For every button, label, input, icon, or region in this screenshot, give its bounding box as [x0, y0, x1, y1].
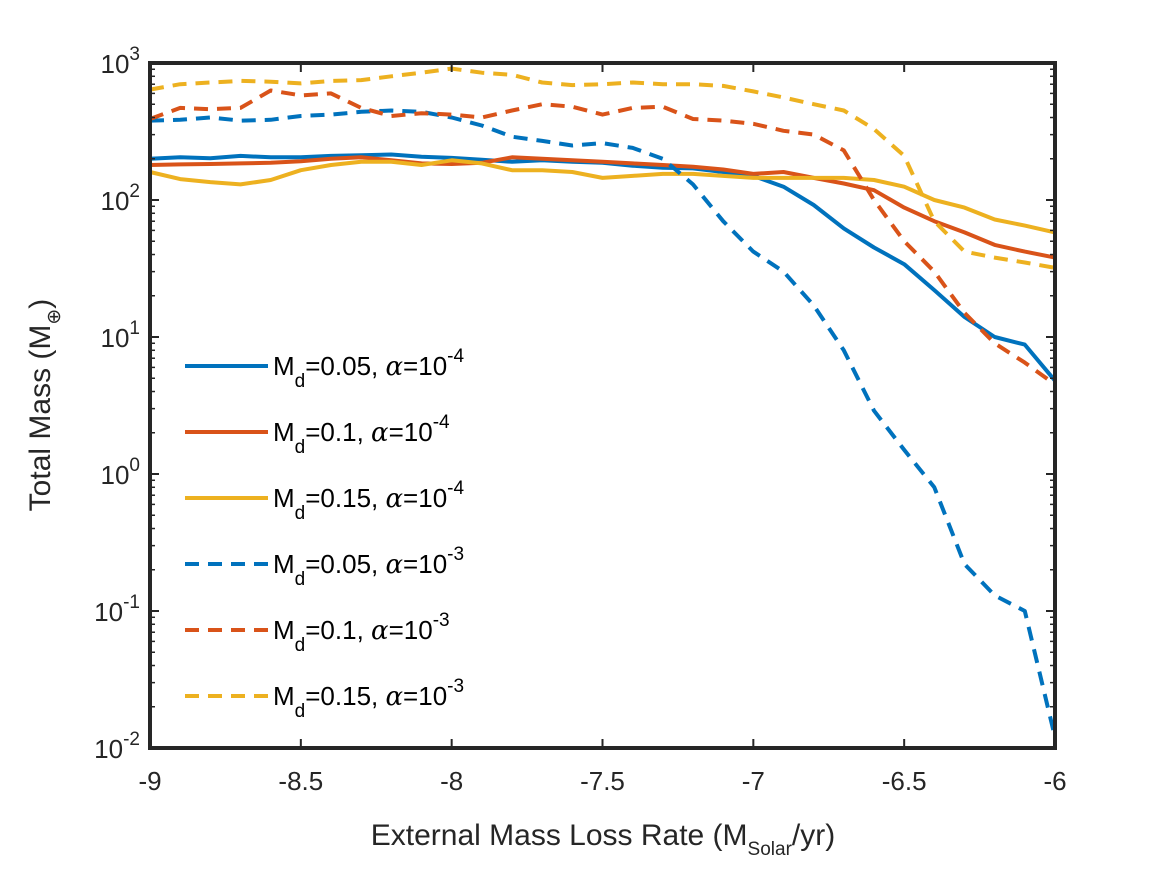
- series-line-5: [149, 88, 1057, 387]
- x-tick-label: -6: [1043, 766, 1066, 796]
- x-tick-label: -8.5: [278, 766, 323, 796]
- y-tick-label: 103: [101, 44, 141, 79]
- plot-area: [150, 63, 1055, 748]
- labels-layer: -9 -8.5 -8 -7.5 -7 -6.5 -6 10-2 10-1 100 101 102 103: [94, 44, 1066, 796]
- series-layer: [149, 66, 1057, 738]
- series-line-6: [149, 66, 1056, 270]
- y-tick-label: 102: [101, 181, 141, 216]
- legend-label-3: Md=0.15, α=10-4: [273, 478, 464, 524]
- y-tick-label: 10-1: [94, 592, 140, 627]
- series-line-3: [149, 158, 1056, 235]
- y-axis-title: Total Mass (M⊕): [24, 299, 65, 512]
- axes-box: [148, 61, 1057, 750]
- x-tick-label: -7: [742, 766, 765, 796]
- x-axis-title: External Mass Loss Rate (MSolar/yr): [371, 819, 835, 860]
- x-tick-label: -8: [440, 766, 463, 796]
- legend-label-4: Md=0.05, α=10-3: [273, 544, 464, 590]
- legend-label-1: Md=0.05, α=10-4: [273, 346, 464, 392]
- legend-label-5: Md=0.1, α=10-3: [273, 610, 450, 656]
- series-line-2: [149, 155, 1056, 260]
- legend-label-6: Md=0.15, α=10-3: [273, 676, 464, 722]
- y-tick-label: 10-2: [94, 729, 140, 764]
- y-tick-label: 100: [101, 455, 141, 490]
- y-tick-label: 101: [101, 318, 141, 353]
- legend: Md=0.05, α=10-4 Md=0.1, α=10-4 Md=0.15, α=…: [185, 346, 464, 722]
- x-tick-label: -7.5: [580, 766, 625, 796]
- x-tick-label: -9: [138, 766, 161, 796]
- series-line-4: [149, 108, 1057, 738]
- legend-label-2: Md=0.1, α=10-4: [273, 412, 450, 458]
- x-tick-label: -6.5: [882, 766, 927, 796]
